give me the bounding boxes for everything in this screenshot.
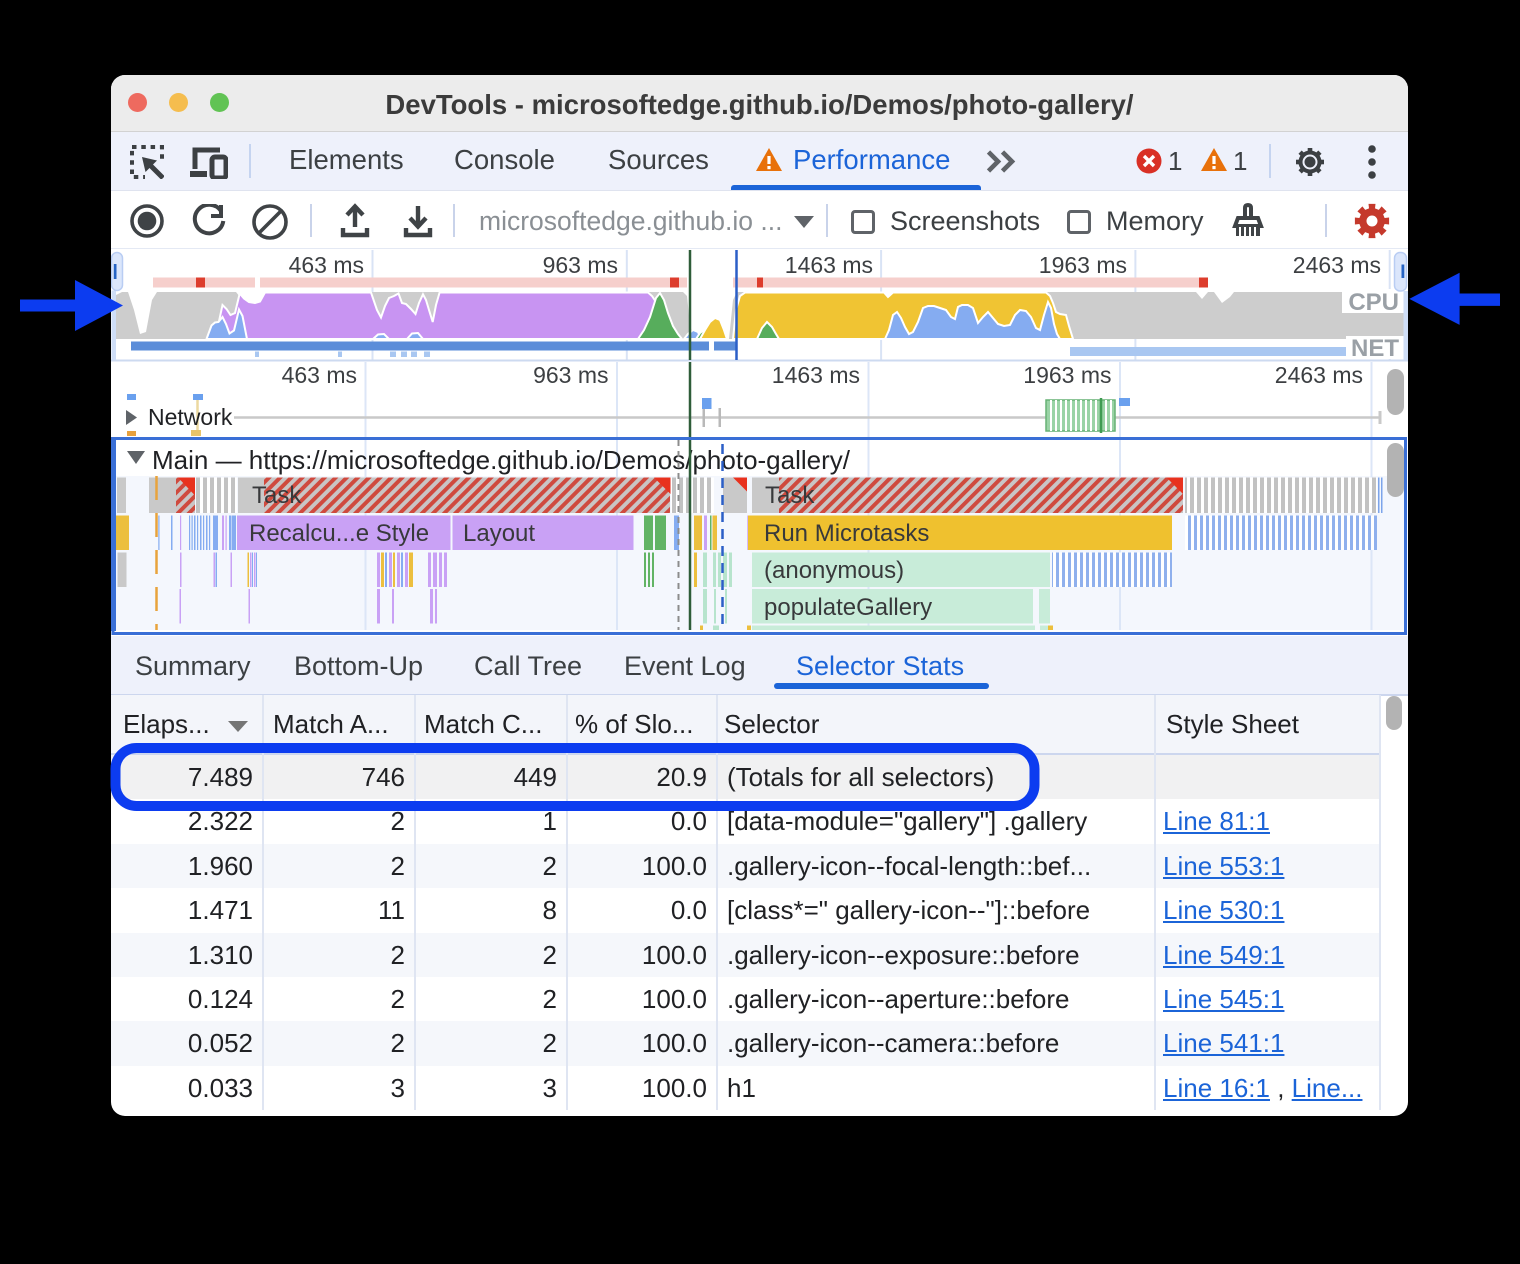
- svg-text:463 ms: 463 ms: [289, 252, 364, 278]
- svg-text:1463 ms: 1463 ms: [785, 252, 873, 278]
- svg-text:Network: Network: [148, 404, 233, 430]
- svg-text:(anonymous): (anonymous): [764, 557, 904, 584]
- svg-text:Task: Task: [765, 482, 815, 509]
- svg-text:963 ms: 963 ms: [533, 362, 608, 388]
- svg-text:Task: Task: [252, 482, 302, 509]
- svg-text:1463 ms: 1463 ms: [772, 362, 860, 388]
- svg-text:populateGallery: populateGallery: [764, 594, 932, 621]
- svg-text:Main — https://microsoftedge.g: Main — https://microsoftedge.github.io/D…: [152, 445, 851, 475]
- svg-text:463 ms: 463 ms: [282, 362, 357, 388]
- svg-text:CPU: CPU: [1348, 289, 1399, 316]
- svg-text:1963 ms: 1963 ms: [1039, 252, 1127, 278]
- svg-text:Run Microtasks: Run Microtasks: [764, 520, 929, 547]
- svg-text:Layout: Layout: [463, 520, 535, 547]
- svg-text:2463 ms: 2463 ms: [1275, 362, 1363, 388]
- svg-text:Recalcu...e Style: Recalcu...e Style: [249, 520, 429, 547]
- svg-text:963 ms: 963 ms: [543, 252, 618, 278]
- svg-text:NET: NET: [1351, 335, 1399, 362]
- svg-text:1963 ms: 1963 ms: [1023, 362, 1111, 388]
- svg-text:2463 ms: 2463 ms: [1293, 252, 1381, 278]
